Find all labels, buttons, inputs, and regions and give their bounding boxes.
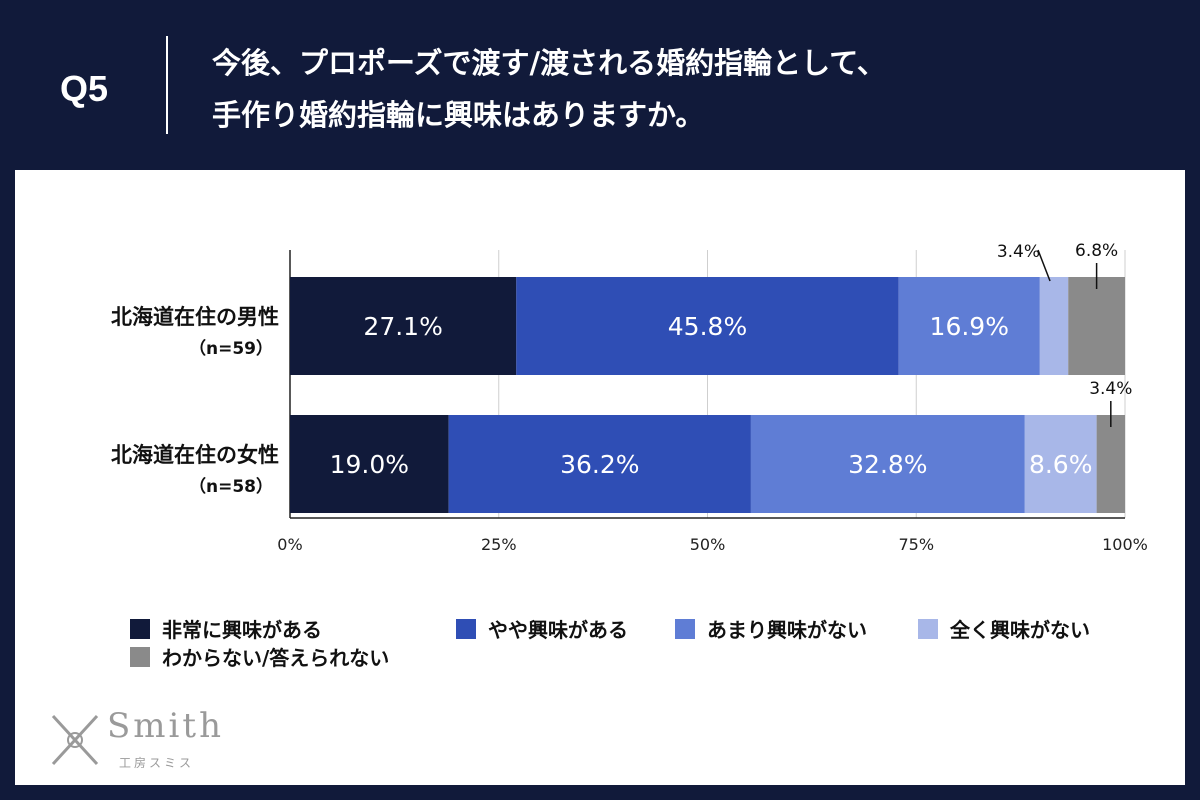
data-label: 3.4%: [1089, 379, 1132, 399]
header-divider: [166, 36, 168, 134]
logo-subtitle: 工房スミス: [119, 756, 195, 770]
legend-label: わからない/答えられない: [162, 646, 390, 670]
legend-item-very-interested: 非常に興味がある: [130, 614, 322, 643]
data-label: 8.6%: [1029, 450, 1093, 479]
data-label: 27.1%: [363, 312, 442, 341]
legend-label: 全く興味がない: [950, 618, 1090, 642]
bar-segment: [898, 277, 1040, 375]
category-n-label: （n=58）: [189, 476, 273, 497]
data-label: 3.4%: [997, 242, 1040, 262]
bar-segment: [1068, 277, 1125, 375]
bar-segment: [750, 415, 1025, 513]
legend-item-not-interested: 全く興味がない: [918, 614, 1090, 643]
smith-logo: Smith 工房スミス: [45, 698, 245, 778]
question-text-line1: 今後、プロポーズで渡す/渡される婚約指輪として、: [212, 46, 886, 80]
data-label: 19.0%: [330, 450, 409, 479]
bar-segment: [1039, 277, 1069, 375]
legend-item-somewhat-interested: やや興味がある: [456, 614, 628, 643]
bar-segment: [1096, 415, 1125, 513]
logo-wordmark: Smith: [107, 706, 224, 746]
x-tick-label: 0%: [277, 535, 302, 554]
legend-swatch-dont-know: [130, 646, 150, 667]
legend-swatch-very-interested: [130, 618, 150, 639]
x-tick-label: 25%: [481, 535, 517, 554]
legend-item-dont-know: わからない/答えられない: [130, 642, 389, 671]
x-tick-label: 75%: [898, 535, 934, 554]
category-n-label: （n=59）: [189, 338, 273, 359]
category-label: 北海道在住の女性: [111, 443, 279, 467]
question-text-line2: 手作り婚約指輪に興味はありますか。: [212, 98, 705, 132]
legend-swatch-not-interested: [918, 618, 938, 639]
data-label: 16.9%: [930, 312, 1009, 341]
bar-segment: [448, 415, 751, 513]
legend-swatch-not-very-interested: [675, 618, 695, 639]
stacked-bar-chart: 0% 25% 50% 75% 100% 北海道在住の男性 （n=59） 北海道在住の女性 （n=…: [111, 241, 1148, 554]
legend-label: 非常に興味がある: [162, 618, 322, 642]
legend-label: やや興味がある: [488, 618, 628, 642]
x-tick-label: 100%: [1102, 535, 1148, 554]
data-label: 32.8%: [848, 450, 927, 479]
x-tick-label: 50%: [690, 535, 726, 554]
legend-label: あまり興味がない: [707, 618, 867, 642]
bar-segment: [290, 277, 517, 375]
data-label: 45.8%: [668, 312, 747, 341]
bar-segment: [1024, 415, 1097, 513]
data-label: 6.8%: [1075, 241, 1118, 261]
bar-segment: [290, 415, 449, 513]
bar-segment: [516, 277, 899, 375]
legend-swatch-somewhat-interested: [456, 618, 476, 639]
legend-item-not-very-interested: あまり興味がない: [675, 614, 867, 643]
data-label-leader: [1037, 249, 1051, 282]
question-number: Q5: [60, 68, 109, 109]
header: Q5 今後、プロポーズで渡す/渡される婚約指輪として、 手作り婚約指輪に興味はあ…: [0, 0, 1200, 170]
crossed-tools-icon: [51, 714, 99, 766]
data-label: 36.2%: [560, 450, 639, 479]
chart-panel: 0% 25% 50% 75% 100% 北海道在住の男性 （n=59） 北海道在住の女性 （n=…: [15, 170, 1185, 785]
category-label: 北海道在住の男性: [111, 305, 279, 329]
